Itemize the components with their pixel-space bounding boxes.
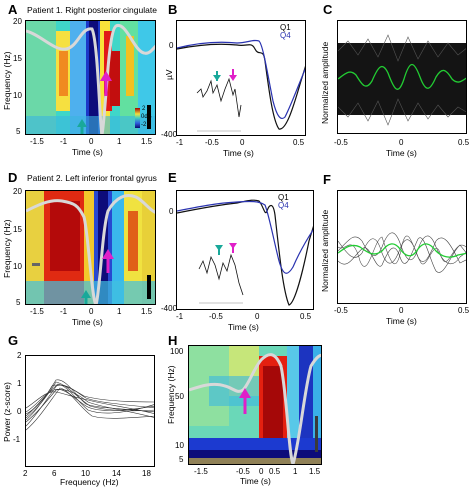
panel-d-ylabel: Frequency (Hz)	[2, 219, 12, 278]
panel-c-waveforms	[337, 20, 467, 134]
panel-f-xlabel: Time (s)	[386, 316, 417, 326]
panel-d-title: Patient 2. Left inferior frontal gyrus	[27, 173, 157, 183]
panel-a-spectrogram	[25, 20, 156, 135]
panel-d-ytick: 5	[16, 298, 21, 307]
panel-d-xtick: 0	[89, 307, 94, 316]
panel-b-ylabel: µV	[164, 69, 174, 80]
panel-f-waveforms	[337, 190, 467, 304]
panel-h-ytick: 50	[175, 392, 184, 401]
panel-h-xtick: 1	[293, 467, 298, 476]
panel-c-xtick: 0	[399, 138, 404, 147]
panel-h-xlabel: Time (s)	[240, 476, 271, 486]
panel-h-xtick: 0.5	[269, 467, 281, 476]
panel-b-xtick: 0.5	[293, 138, 305, 147]
panel-label-e: E	[168, 170, 177, 185]
panel-g-ytick: -1	[13, 435, 21, 444]
panel-f-xtick: -0.5	[334, 306, 348, 315]
panel-f-xtick: 0	[399, 306, 404, 315]
panel-label-h: H	[168, 333, 178, 348]
panel-h-xtick: -0.5	[236, 467, 250, 476]
panel-label-d: D	[8, 170, 18, 185]
panel-f-ylabel: Normalized amplitude	[320, 209, 330, 292]
panel-h-ytick: 100	[170, 347, 184, 356]
panel-d-xtick: 1	[117, 307, 122, 316]
panel-a-ytick: 5	[16, 127, 21, 136]
panel-g-xtick: 6	[52, 469, 57, 478]
panel-d-xlabel: Time (s)	[72, 317, 103, 327]
panel-e-ytick: -400	[161, 304, 178, 313]
panel-e-erp-plot	[176, 190, 314, 310]
colorbar-tick: 0dB	[141, 114, 152, 120]
panel-e-xtick: 0	[255, 312, 260, 321]
panel-a-xlabel: Time (s)	[72, 147, 103, 157]
panel-b-erp-plot	[176, 20, 306, 136]
panel-g-ylabel: Power (z-score)	[2, 382, 12, 442]
panel-c-xtick: 0.5	[458, 138, 470, 147]
panel-e-xtick: -1	[176, 312, 184, 321]
panel-b-legend-q4: Q4	[280, 31, 291, 40]
panel-g-xtick: 18	[142, 469, 151, 478]
panel-h-xtick: 0	[259, 467, 264, 476]
panel-a-xtick: 1.5	[141, 137, 153, 146]
panel-d-ytick: 10	[13, 262, 22, 271]
panel-g-ytick: 0	[17, 407, 22, 416]
panel-a-ytick: 10	[13, 91, 22, 100]
panel-a-xtick: -1	[60, 137, 68, 146]
panel-b-ytick: 0	[169, 41, 174, 50]
panel-label-g: G	[8, 333, 19, 348]
panel-a-colorbar	[135, 108, 140, 128]
panel-a-xtick: 0	[89, 137, 94, 146]
panel-g-power-spectra	[25, 355, 155, 467]
panel-e-xtick: 0.5	[300, 312, 312, 321]
panel-c-xtick: -0.5	[334, 138, 348, 147]
panel-e-xtick: -0.5	[209, 312, 223, 321]
panel-h-xtick: -1.5	[194, 467, 208, 476]
panel-label-f: F	[323, 172, 331, 187]
panel-g-ytick: 1	[17, 379, 22, 388]
panel-h-ytick: 5	[179, 455, 184, 464]
panel-a-xtick: -1.5	[30, 137, 44, 146]
panel-f-xtick: 0.5	[458, 306, 470, 315]
panel-d-ytick: 15	[13, 225, 22, 234]
panel-label-c: C	[323, 2, 333, 17]
panel-g-xtick: 14	[112, 469, 121, 478]
colorbar-tick: -2	[141, 122, 147, 128]
panel-h-ytick: 10	[175, 441, 184, 450]
panel-e-legend-q1: Q1	[278, 193, 289, 202]
panel-c-xlabel: Time (s)	[386, 148, 417, 158]
panel-a-title: Patient 1. Right posterior cingulate	[27, 5, 157, 15]
panel-b-xtick: -0.5	[205, 138, 219, 147]
panel-e-legend-q4: Q4	[278, 201, 289, 210]
panel-h-spectrogram	[188, 345, 322, 465]
panel-d-xtick: -1	[60, 307, 68, 316]
panel-g-xtick: 10	[81, 469, 90, 478]
panel-b-xtick: -1	[176, 138, 184, 147]
panel-g-xtick: 2	[23, 469, 28, 478]
panel-b-xtick: 0	[240, 138, 245, 147]
panel-label-b: B	[168, 2, 178, 17]
panel-b-legend-q1: Q1	[280, 23, 291, 32]
panel-d-xtick: 1.5	[141, 307, 153, 316]
panel-a-ytick: 15	[13, 54, 22, 63]
panel-g-xlabel: Frequency (Hz)	[60, 477, 119, 487]
panel-d-ytick: 20	[13, 187, 22, 196]
panel-h-xtick: 1.5	[309, 467, 321, 476]
panel-a-ylabel: Frequency (Hz)	[2, 51, 12, 110]
panel-e-ytick: 0	[169, 207, 174, 216]
panel-a-ytick: 20	[13, 17, 22, 26]
panel-d-xtick: -1.5	[30, 307, 44, 316]
panel-b-xlabel: Time (s)	[223, 148, 254, 158]
panel-c-ylabel: Normalized amplitude	[320, 41, 330, 124]
panel-d-spectrogram	[25, 190, 156, 305]
panel-label-a: A	[8, 2, 18, 17]
panel-a-xtick: 1	[117, 137, 122, 146]
panel-b-ytick: -400	[161, 130, 178, 139]
panel-e-xlabel: Time (s)	[228, 322, 259, 332]
panel-g-ytick: 2	[17, 351, 22, 360]
colorbar-tick: 2	[142, 106, 146, 112]
